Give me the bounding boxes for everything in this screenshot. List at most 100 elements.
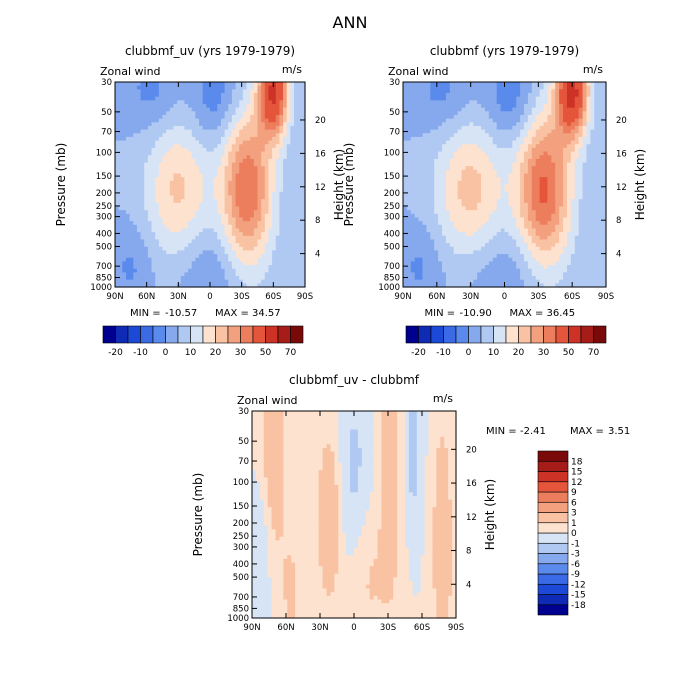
heatmap-cell: [257, 213, 262, 219]
heatmap-cell: [301, 199, 306, 204]
heatmap-cell: [125, 173, 131, 178]
heatmap-cell: [301, 228, 306, 233]
heatmap-cell: [191, 125, 196, 131]
heatmap-cell: [520, 250, 525, 255]
heatmap-cell: [403, 268, 408, 273]
heatmap-cell: [524, 92, 529, 98]
heatmap-cell: [496, 151, 502, 156]
heatmap-cell: [213, 257, 218, 262]
heatmap-cell: [199, 202, 204, 208]
heatmap-cell: [434, 221, 439, 226]
heatmap-cell: [272, 151, 277, 156]
heatmap-cell: [301, 114, 306, 120]
heatmap-cell: [531, 92, 537, 98]
heatmap-cell: [426, 239, 431, 244]
heatmap-cell: [297, 82, 302, 87]
heatmap-cell: [434, 100, 439, 105]
heatmap-cell: [286, 195, 291, 200]
heatmap-cell: [465, 254, 470, 259]
heatmap-cell: [445, 246, 451, 251]
heatmap-cell: [195, 254, 200, 259]
heatmap-cell: [531, 239, 537, 244]
heatmap-cell: [473, 276, 478, 281]
y-tick-label: 50: [101, 108, 112, 118]
heatmap-cell: [414, 82, 420, 87]
heatmap-cell: [206, 107, 211, 112]
heatmap-cell: [129, 283, 134, 288]
heatmap-cell: [418, 265, 424, 270]
heatmap-cell: [239, 155, 244, 160]
heatmap-cell: [301, 125, 306, 131]
heatmap-cell: [461, 195, 467, 200]
heatmap-cell: [442, 85, 447, 90]
heatmap-cell: [118, 103, 123, 109]
heatmap-cell: [469, 118, 474, 123]
heatmap-cell: [426, 82, 431, 87]
heatmap-cell: [122, 180, 127, 186]
heatmap-cell: [418, 82, 424, 87]
heatmap-cell: [210, 136, 215, 142]
heatmap-cell: [177, 133, 182, 138]
heatmap-cell: [512, 180, 517, 186]
heatmap-cell: [434, 177, 439, 182]
heatmap-cell: [469, 235, 474, 241]
heatmap-cell: [180, 180, 186, 186]
heatmap-cell: [279, 195, 284, 200]
heatmap-cell: [133, 217, 138, 222]
heatmap-cell: [524, 89, 529, 94]
heatmap-cell: [496, 206, 502, 211]
heatmap-cell: [524, 177, 529, 182]
colorbar-label: 10: [185, 348, 197, 358]
heatmap-cell: [516, 169, 521, 175]
heatmap-cell: [520, 228, 525, 233]
heatmap-cell: [195, 276, 200, 281]
heatmap-cell: [492, 140, 498, 145]
heatmap-cell: [125, 166, 131, 171]
heatmap-cell: [445, 129, 451, 134]
heatmap-cell: [184, 92, 189, 98]
heatmap-cell: [283, 140, 288, 145]
heatmap-cell: [180, 228, 186, 233]
heatmap-cell: [144, 202, 149, 208]
heatmap-cell: [442, 107, 447, 112]
heatmap-cell: [426, 96, 431, 101]
heatmap-cell: [469, 144, 474, 149]
heatmap-cell: [453, 279, 459, 284]
heatmap-cell: [469, 210, 474, 215]
heatmap-cell: [173, 276, 178, 281]
heatmap-cell: [492, 239, 498, 244]
heatmap-cell: [210, 103, 215, 109]
heatmap-cell: [524, 125, 529, 131]
heatmap-cell: [438, 114, 443, 120]
heatmap-cell: [500, 195, 506, 200]
heatmap-cell: [426, 265, 431, 270]
heatmap-cell: [457, 144, 463, 149]
heatmap-cell: [136, 257, 142, 262]
heatmap-cell: [162, 118, 167, 123]
heatmap-cell: [496, 173, 502, 178]
heatmap-cell: [173, 82, 178, 87]
heatmap-cell: [210, 195, 215, 200]
heatmap-cell: [180, 243, 186, 248]
heatmap-cell: [414, 103, 420, 109]
heatmap-cell: [213, 92, 218, 98]
heatmap-cell: [261, 100, 266, 105]
heatmap-cell: [118, 177, 123, 182]
heatmap-cell: [169, 118, 175, 123]
heatmap-cell: [191, 169, 196, 175]
heatmap-cell: [500, 147, 506, 153]
heatmap-cell: [484, 85, 490, 90]
heatmap-cell: [279, 221, 284, 226]
heatmap-cell: [410, 92, 416, 98]
heatmap-cell: [155, 166, 160, 171]
heatmap-cell: [184, 191, 189, 197]
heatmap-cell: [294, 140, 299, 145]
heatmap-cell: [449, 188, 455, 193]
heatmap-cell: [481, 279, 486, 284]
heatmap-cell: [129, 144, 134, 149]
heatmap-cell: [438, 191, 443, 197]
heatmap-cell: [213, 125, 218, 131]
heatmap-cell: [162, 221, 167, 226]
heatmap-cell: [477, 224, 482, 230]
heatmap-cell: [275, 257, 281, 262]
